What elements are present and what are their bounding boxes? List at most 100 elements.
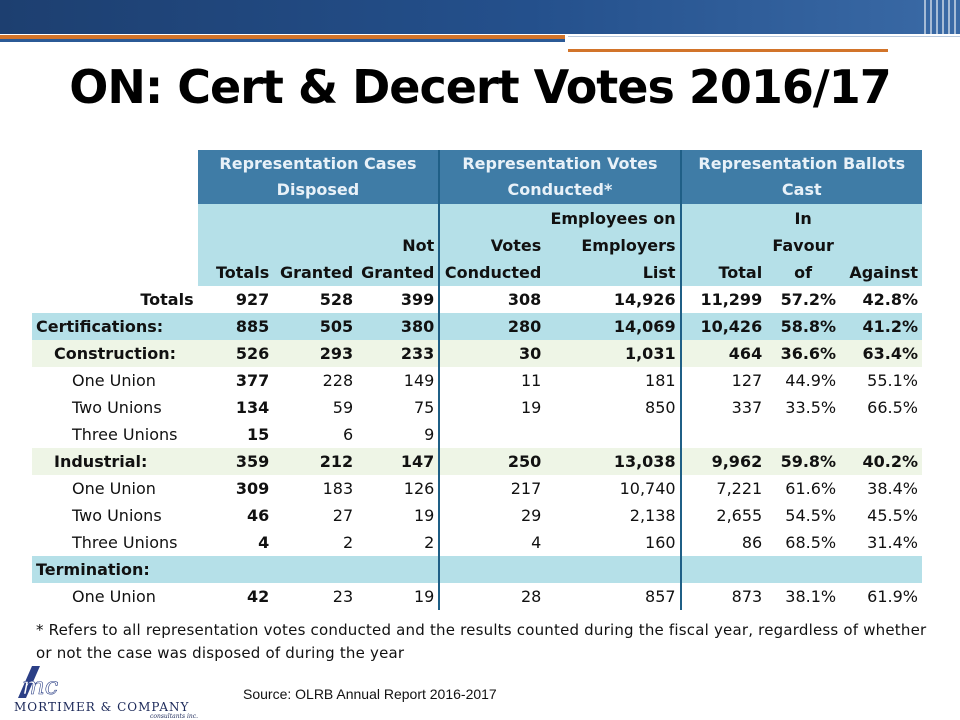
table-cell: 63.4%: [840, 340, 922, 367]
table-cell: 134: [235, 398, 270, 417]
table-cell: 40.2%: [840, 448, 922, 475]
table-row: One Union 309 183 126 217 10,740 7,221 61.6% 38.…: [32, 475, 922, 502]
table-cell: [438, 556, 546, 583]
col-header: Votes Conducted: [438, 204, 546, 286]
table-cell: 19: [413, 506, 435, 525]
row-label: Termination:: [32, 556, 198, 583]
table-cell: 377: [235, 371, 270, 390]
row-label: One Union: [72, 371, 156, 390]
table-cell: [679, 556, 767, 583]
corner-cell: [32, 150, 198, 204]
table-cell: 2,655: [679, 502, 767, 529]
table-cell: 2: [424, 533, 435, 552]
table-cell: [545, 556, 681, 583]
table-cell: [766, 421, 840, 448]
table-cell: 31.4%: [867, 533, 918, 552]
row-label: One Union: [72, 587, 156, 606]
table-cell: 4: [438, 529, 546, 556]
table-cell: 14,926: [613, 290, 676, 309]
accent-box: [568, 36, 960, 53]
table-cell: 29: [438, 502, 546, 529]
table-cell: 526: [197, 340, 274, 367]
table-cell: 9: [424, 425, 435, 444]
table-cell: 1,031: [545, 340, 681, 367]
table-cell: 183: [322, 479, 354, 498]
table-cell: 280: [438, 313, 546, 340]
table-cell: 927: [235, 290, 270, 309]
table-cell: 19: [438, 394, 546, 421]
table-cell: 309: [235, 479, 270, 498]
table-cell: [545, 421, 680, 448]
table-cell: 2: [342, 533, 354, 552]
table-cell: 885: [197, 313, 274, 340]
table-cell: 293: [273, 340, 358, 367]
table-cell: 11: [438, 367, 546, 394]
table-cell: 36.6%: [766, 340, 841, 367]
accent-line-orange: [0, 35, 565, 39]
row-label: Two Unions: [72, 398, 162, 417]
table-row: Construction: 526 293 233 30 1,031 464 36.6% 63.…: [32, 340, 922, 367]
table-cell: [438, 421, 546, 448]
table-cell: 13,038: [545, 448, 681, 475]
table-cell: 15: [246, 425, 270, 444]
table-cell: 75: [413, 398, 435, 417]
table-cell: [766, 556, 841, 583]
table-cell: 4: [258, 533, 270, 552]
table-cell: 14,069: [545, 313, 681, 340]
table-cell: 6: [342, 425, 354, 444]
table-cell: 54.5%: [785, 506, 837, 525]
page-title: ON: Cert & Decert Votes 2016/17: [69, 60, 891, 114]
accent-line-blue: [0, 39, 565, 42]
table-cell: 850: [645, 398, 676, 417]
table-cell: 11,299: [679, 286, 767, 313]
table-row: Three Unions 4 2 2 4 160 86 68.5% 31.4%: [32, 529, 922, 556]
table-cell: 212: [273, 448, 358, 475]
table-cell: 233: [357, 340, 440, 367]
table-cell: 528: [319, 290, 354, 309]
company-subtitle: consultants inc.: [150, 713, 198, 720]
table-cell: 58.8%: [766, 313, 841, 340]
table-cell: 337: [679, 394, 767, 421]
row-label: Industrial:: [32, 448, 198, 475]
row-label: Two Unions: [72, 506, 162, 525]
table-cell: 23: [332, 587, 354, 606]
table-cell: 160: [645, 533, 676, 552]
table-cell: [840, 421, 922, 448]
table-row: Two Unions 134 59 75 19 850 337 33.5% 66.5%: [32, 394, 922, 421]
table-cell: 464: [679, 340, 767, 367]
col-header: Total: [679, 204, 767, 286]
table-cell: 308: [438, 286, 546, 313]
table-cell: 42.8%: [862, 290, 918, 309]
table-cell: 61.6%: [785, 479, 837, 498]
table-cell: 19: [413, 587, 435, 606]
table-cell: [197, 556, 274, 583]
accent-line-orange-right: [568, 49, 888, 52]
row-label: Certifications:: [32, 313, 198, 340]
table-cell: 250: [438, 448, 546, 475]
footnote: * Refers to all representation votes con…: [36, 621, 927, 662]
row-label: Three Unions: [72, 533, 178, 552]
source-note: Source: OLRB Annual Report 2016-2017: [243, 686, 497, 702]
table-cell: 505: [273, 313, 358, 340]
table-cell: 33.5%: [785, 398, 837, 417]
company-name: MORTIMER & COMPANY: [14, 700, 190, 714]
table-cell: 217: [438, 475, 546, 502]
table-cell: 86: [679, 529, 767, 556]
table-cell: 45.5%: [867, 506, 918, 525]
table-cell: 55.1%: [867, 371, 918, 390]
table-row: One Union 42 23 19 28 857 873 38.1% 61.9%: [32, 583, 922, 610]
col-header: Totals: [197, 204, 274, 286]
table-cell: 127: [679, 367, 767, 394]
table-row: Termination:: [32, 556, 922, 583]
table-cell: 57.2%: [780, 290, 837, 309]
row-label: Three Unions: [72, 425, 178, 444]
logo-text: mc: [22, 672, 58, 700]
table-cell: 359: [197, 448, 274, 475]
table-row: One Union 377 228 149 11 181 127 44.9% 55.1%: [32, 367, 922, 394]
col-header: Employees on Employers List: [545, 204, 681, 286]
table-cell: 61.9%: [867, 587, 918, 606]
table-cell: 7,221: [679, 475, 767, 502]
col-header: Against: [840, 204, 922, 286]
group-header-cases: Representation Cases Disposed: [197, 150, 440, 204]
table-cell: 149: [403, 371, 435, 390]
